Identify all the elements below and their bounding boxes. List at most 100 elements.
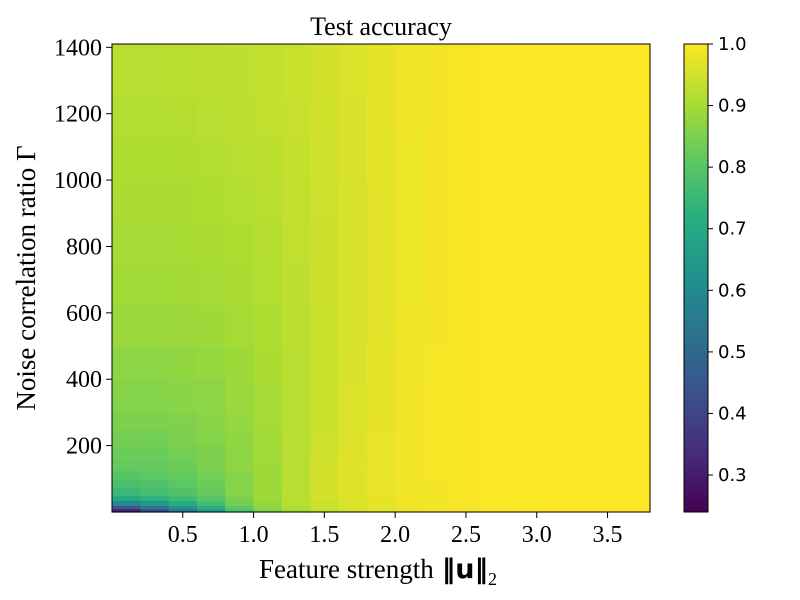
y-tick-label: 600 xyxy=(66,301,102,327)
heatmap-cell xyxy=(253,495,283,501)
heatmap-cell xyxy=(508,97,538,140)
heatmap-cell xyxy=(310,346,340,380)
heatmap-cell xyxy=(196,487,226,497)
heatmap-cell xyxy=(225,487,255,497)
heatmap-cell xyxy=(366,221,396,264)
heatmap-cell xyxy=(310,505,340,510)
heatmap-cell xyxy=(480,346,510,380)
heatmap-cell xyxy=(451,346,481,380)
heatmap-cell xyxy=(225,495,255,501)
heatmap-cell xyxy=(253,346,283,380)
y-tick-label: 1400 xyxy=(54,35,102,61)
heatmap-cell xyxy=(196,180,226,223)
heatmap-cell xyxy=(310,304,340,347)
heatmap-cell xyxy=(112,304,141,347)
heatmap-cell xyxy=(140,505,170,510)
heatmap-cell xyxy=(366,458,396,472)
heatmap-cell xyxy=(565,500,594,506)
heatmap-cell xyxy=(451,221,481,264)
heatmap-cell xyxy=(451,97,481,140)
heatmap-cell xyxy=(281,508,311,513)
heatmap-cell xyxy=(225,470,255,480)
heatmap-cell xyxy=(395,429,425,447)
heatmap-cell xyxy=(451,445,481,460)
heatmap-cell xyxy=(310,495,340,501)
colorbar-tick-label: 0.4 xyxy=(718,403,747,424)
heatmap-cell xyxy=(565,458,594,472)
heatmap-cell xyxy=(565,180,594,223)
x-axis: 0.5 1.0 1.5 2.0 2.5 3.0 3.5 xyxy=(168,512,623,548)
heatmap-cell xyxy=(621,429,651,447)
heatmap-cell xyxy=(621,346,651,380)
heatmap-cell xyxy=(395,412,425,430)
heatmap-cell xyxy=(140,44,170,98)
heatmap-cell xyxy=(196,346,226,380)
heatmap-cell xyxy=(536,97,566,140)
heatmap-cell xyxy=(168,304,198,347)
heatmap-cell xyxy=(168,470,198,480)
heatmap-cell xyxy=(225,180,255,223)
heatmap-cell xyxy=(196,221,226,264)
heatmap-cell xyxy=(281,487,311,497)
heatmap-cell xyxy=(621,495,651,501)
heatmap-cell xyxy=(508,412,538,430)
heatmap-cell xyxy=(338,138,368,181)
heatmap-cell xyxy=(593,138,623,181)
colorbar-tick-label: 0.8 xyxy=(718,157,747,178)
heatmap-cell xyxy=(253,500,283,506)
colorbar-tick-label: 0.7 xyxy=(718,219,747,240)
heatmap-cell xyxy=(508,445,538,460)
heatmap-cell xyxy=(593,508,623,513)
heatmap-cell xyxy=(423,429,453,447)
heatmap-cell xyxy=(253,505,283,510)
heatmap-cell xyxy=(225,44,255,98)
x-axis-label-symbol: ‖u‖ xyxy=(442,554,488,585)
heatmap-cell xyxy=(621,97,651,140)
heatmap-cell xyxy=(395,478,425,488)
heatmap-cell xyxy=(310,180,340,223)
heatmap-cell xyxy=(338,44,368,98)
heatmap-cell xyxy=(140,346,170,380)
heatmap-cell xyxy=(508,138,538,181)
heatmap-cell xyxy=(565,304,594,347)
heatmap-cell xyxy=(281,221,311,264)
heatmap-cell xyxy=(621,487,651,497)
heatmap-cell xyxy=(140,508,170,513)
heatmap-cell xyxy=(338,97,368,140)
heatmap-cell xyxy=(253,470,283,480)
heatmap-cell xyxy=(168,429,198,447)
heatmap-cell xyxy=(565,221,594,264)
heatmap-cell xyxy=(168,346,198,380)
heatmap-cell xyxy=(140,180,170,223)
heatmap-cell xyxy=(621,458,651,472)
heatmap-cell xyxy=(423,304,453,347)
heatmap-cell xyxy=(423,487,453,497)
heatmap-cell xyxy=(565,508,594,513)
heatmap-cell xyxy=(536,379,566,414)
heatmap-cell xyxy=(225,138,255,181)
heatmap-cell xyxy=(565,263,594,306)
heatmap-cell xyxy=(508,495,538,501)
x-tick-label: 2.5 xyxy=(451,522,481,548)
heatmap-cell xyxy=(310,500,340,506)
heatmap-cell xyxy=(112,346,141,380)
heatmap-cell xyxy=(395,445,425,460)
heatmap-cell xyxy=(310,412,340,430)
heatmap-cell xyxy=(196,412,226,430)
heatmap-cell xyxy=(225,505,255,510)
heatmap-cell xyxy=(508,458,538,472)
heatmap-cell xyxy=(423,505,453,510)
heatmap-cell xyxy=(168,97,198,140)
heatmap-cell xyxy=(621,379,651,414)
heatmap-cell xyxy=(480,138,510,181)
heatmap-cell xyxy=(338,429,368,447)
heatmap-cell xyxy=(480,221,510,264)
heatmap-cell xyxy=(366,470,396,480)
heatmap-cell xyxy=(593,470,623,480)
heatmap-cell xyxy=(112,495,141,501)
heatmap-cell xyxy=(338,379,368,414)
heatmap-cell xyxy=(112,429,141,447)
heatmap-cell xyxy=(225,412,255,430)
heatmap-cell xyxy=(536,500,566,506)
heatmap-cell xyxy=(508,180,538,223)
